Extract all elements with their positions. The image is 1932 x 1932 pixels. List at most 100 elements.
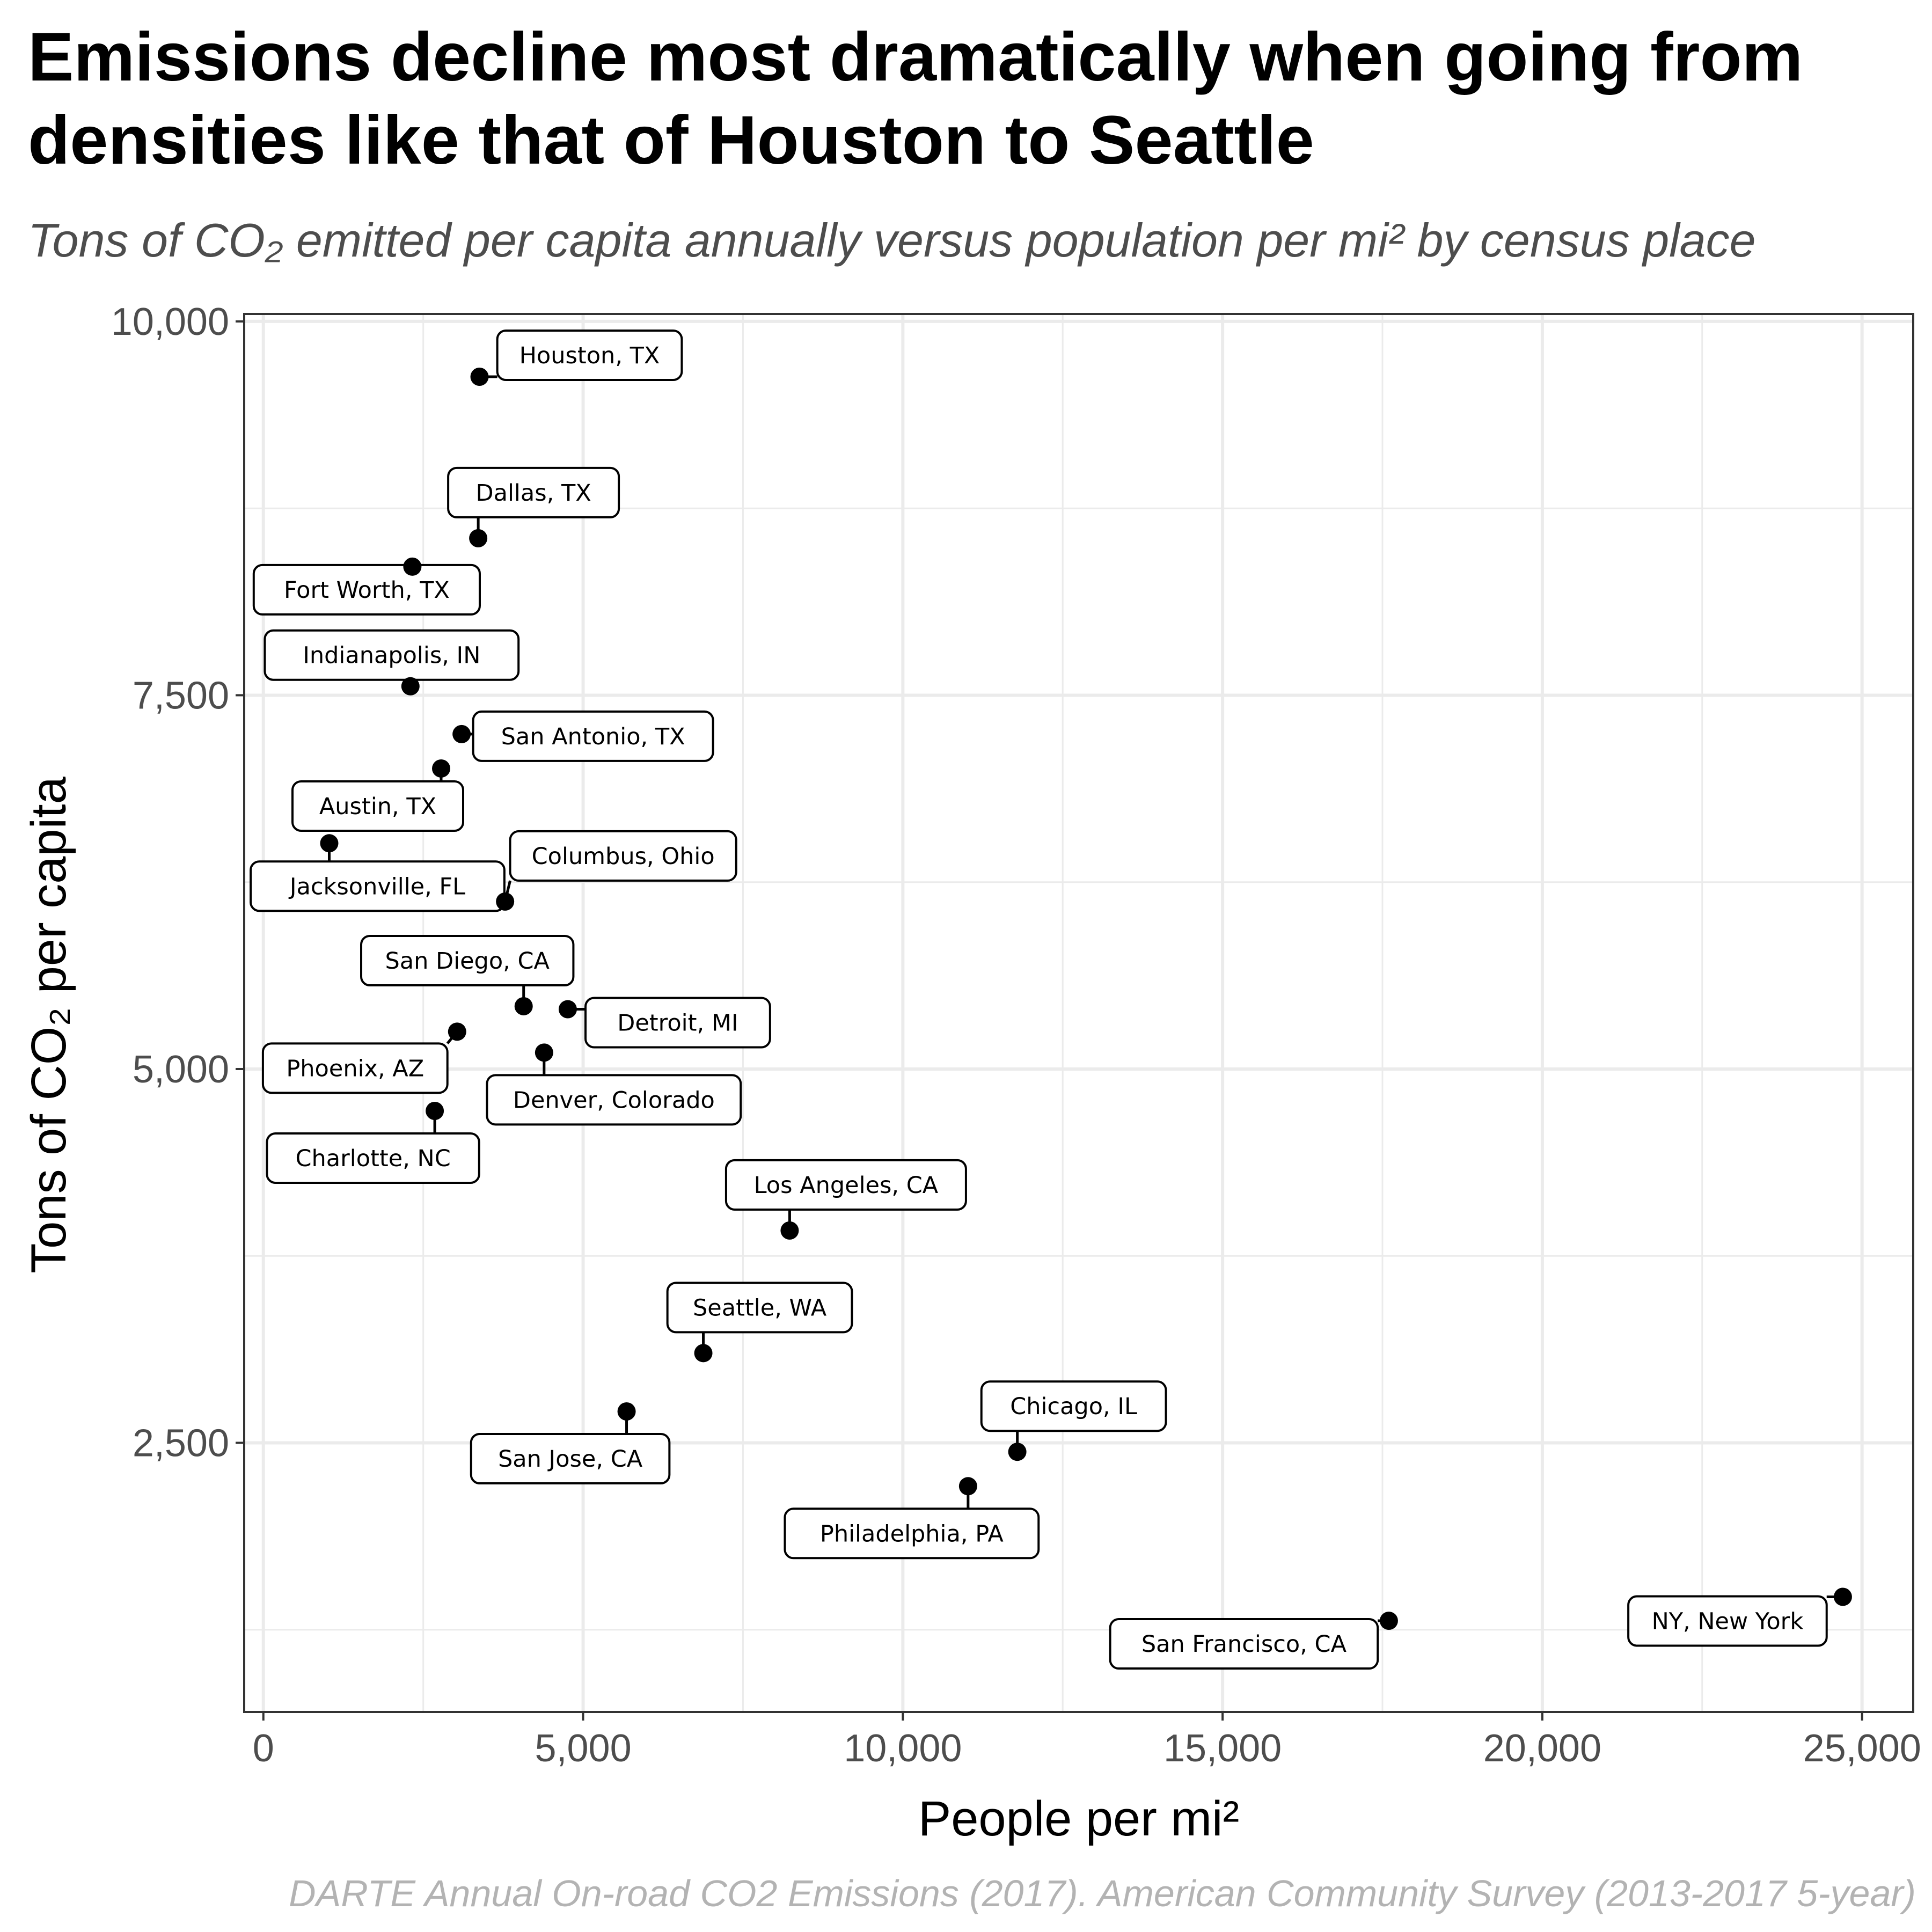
point-label-text: Indianapolis, IN	[303, 642, 480, 669]
point-label: San Jose, CA	[470, 1432, 671, 1484]
panel-border	[243, 313, 1914, 1713]
point-label-box	[472, 710, 714, 762]
point-label: Philadelphia, PA	[784, 1507, 1040, 1560]
point-label-box	[584, 997, 771, 1049]
point-label-box	[261, 1042, 449, 1094]
x-tick-label: 20,000	[1483, 1727, 1601, 1770]
data-point	[403, 557, 422, 576]
chart-subtitle: Tons of CO₂ emitted per capita annually …	[28, 214, 1756, 267]
point-label-text: NY, New York	[1652, 1608, 1804, 1635]
point-label-box	[447, 466, 620, 518]
point-label-text: San Antonio, TX	[501, 723, 685, 750]
point-label-text: San Francisco, CA	[1141, 1631, 1347, 1658]
point-label: Indianapolis, IN	[264, 629, 520, 681]
point-label-box	[1109, 1618, 1379, 1670]
data-point	[452, 724, 471, 743]
y-axis-title: Tons of CO₂ per capita	[21, 776, 76, 1273]
point-label-box	[509, 830, 737, 882]
point-label-text: Fort Worth, TX	[284, 577, 450, 604]
data-point	[694, 1344, 713, 1363]
point-label-box	[360, 934, 575, 986]
point-label: San Antonio, TX	[472, 710, 714, 762]
x-tick-label: 10,000	[844, 1727, 962, 1770]
chart-caption: DARTE Annual On-road CO2 Emissions (2017…	[289, 1872, 1916, 1914]
point-label-text: San Diego, CA	[385, 948, 550, 975]
data-point	[470, 368, 489, 386]
point-label-box	[724, 1159, 967, 1211]
data-point	[1379, 1612, 1398, 1630]
point-label: Houston, TX	[496, 330, 683, 382]
point-label-text: Seattle, WA	[693, 1294, 827, 1321]
data-point	[617, 1402, 636, 1421]
point-label: Jacksonville, FL	[250, 860, 506, 912]
point-label-box	[1627, 1595, 1828, 1647]
point-label-text: Denver, Colorado	[513, 1087, 715, 1114]
data-point	[432, 759, 451, 778]
point-label-box	[291, 780, 465, 832]
point-label: Charlotte, NC	[266, 1132, 480, 1184]
data-point	[1008, 1443, 1027, 1461]
y-tick-label: 5,000	[133, 1048, 229, 1091]
point-label: Columbus, Ohio	[509, 830, 737, 882]
data-point	[558, 1000, 577, 1019]
point-label-box	[666, 1282, 853, 1334]
y-tick-label: 7,500	[133, 674, 229, 717]
data-point	[1833, 1587, 1852, 1606]
point-label: Denver, Colorado	[486, 1074, 742, 1126]
x-axis-title: People per mi²	[918, 1791, 1239, 1846]
point-label-text: Charlotte, NC	[295, 1145, 450, 1172]
data-point	[496, 892, 515, 911]
point-label-box	[470, 1432, 671, 1484]
y-tick-label: 10,000	[111, 301, 229, 343]
point-label-text: Jacksonville, FL	[288, 873, 465, 900]
points	[320, 368, 1852, 1630]
data-point	[535, 1043, 553, 1062]
panel-background	[244, 314, 1913, 1712]
point-label: Detroit, MI	[584, 997, 771, 1049]
point-label: Los Angeles, CA	[724, 1159, 967, 1211]
point-label-box	[496, 330, 683, 382]
point-label-text: Chicago, IL	[1010, 1393, 1137, 1420]
point-label: San Francisco, CA	[1109, 1618, 1379, 1670]
point-label: Fort Worth, TX	[252, 564, 481, 616]
point-label-box	[980, 1380, 1167, 1432]
point-label-text: Dallas, TX	[476, 480, 591, 507]
data-point	[320, 834, 339, 853]
data-point	[514, 997, 533, 1015]
point-label-box	[250, 860, 506, 912]
y-tick-label: 2,500	[133, 1422, 229, 1465]
x-tick-label: 15,000	[1163, 1727, 1282, 1770]
point-label: Austin, TX	[291, 780, 465, 832]
point-label: San Diego, CA	[360, 934, 575, 986]
x-tick-label: 5,000	[535, 1727, 631, 1770]
point-label-text: Los Angeles, CA	[754, 1172, 939, 1199]
point-label-text: Austin, TX	[319, 793, 436, 820]
chart-title: Emissions decline most dramatically when…	[28, 19, 1803, 179]
point-label-text: Phoenix, AZ	[286, 1055, 424, 1082]
point-label-box	[486, 1074, 742, 1126]
point-labels: Houston, TX Dallas, TX Fort Worth, TX India…	[250, 330, 1843, 1670]
point-label: Seattle, WA	[666, 1282, 853, 1334]
x-tick-label: 0	[253, 1727, 274, 1770]
data-point	[401, 677, 420, 696]
point-label-text: Philadelphia, PA	[820, 1520, 1004, 1547]
data-point	[426, 1101, 444, 1120]
point-label-box	[266, 1132, 480, 1184]
data-point	[469, 529, 488, 547]
point-label-text: Houston, TX	[519, 342, 660, 369]
point-label-box	[252, 564, 481, 616]
x-tick-label: 25,000	[1803, 1727, 1921, 1770]
point-label: Dallas, TX	[447, 466, 620, 518]
data-point	[958, 1477, 977, 1496]
data-point	[780, 1221, 799, 1240]
point-label: Phoenix, AZ	[261, 1042, 449, 1094]
point-label: NY, New York	[1627, 1595, 1828, 1647]
point-label-box	[264, 629, 520, 681]
point-label-text: Detroit, MI	[617, 1010, 738, 1037]
data-point	[448, 1022, 466, 1041]
point-label-box	[784, 1507, 1040, 1560]
point-label-text: San Jose, CA	[498, 1446, 643, 1473]
plot-panel: 0 5,000 10,000 15,000 20,000 25,000 2,500 5,000…	[111, 301, 1921, 1770]
point-label-text: Columbus, Ohio	[532, 843, 715, 870]
